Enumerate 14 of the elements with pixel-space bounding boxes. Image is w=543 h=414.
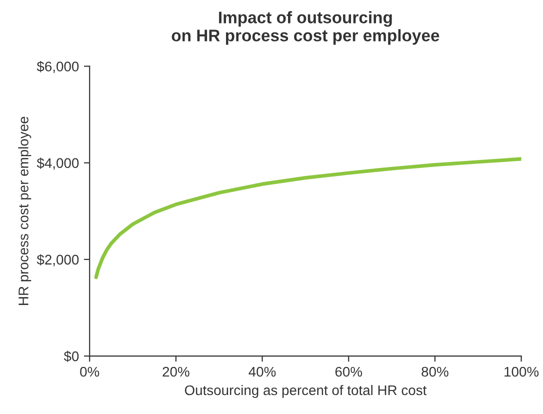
x-axis-title: Outsourcing as percent of total HR cost — [184, 384, 427, 398]
chart-title: Impact of outsourcing on HR process cost per employee — [172, 11, 440, 45]
x-tick-label: 80% — [422, 366, 448, 377]
y-tick-label: $0 — [64, 350, 79, 362]
x-tick-label: 40% — [248, 366, 276, 377]
x-tick-label: 60% — [335, 366, 362, 377]
x-tick-label: 100% — [504, 366, 539, 377]
line-series — [94, 157, 522, 280]
y-tick-label: $4,000 — [36, 158, 79, 170]
x-tick-label: 20% — [162, 366, 190, 377]
y-tick-label: $6,000 — [36, 60, 79, 74]
x-tick-label: 0% — [80, 366, 100, 377]
y-axis-title: HR process cost per employee — [18, 116, 32, 305]
y-tick-label: $2,000 — [36, 254, 79, 266]
